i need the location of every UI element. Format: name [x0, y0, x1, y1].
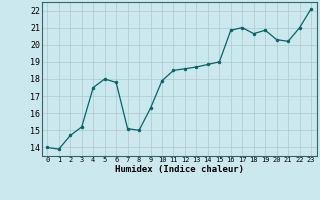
X-axis label: Humidex (Indice chaleur): Humidex (Indice chaleur)	[115, 165, 244, 174]
